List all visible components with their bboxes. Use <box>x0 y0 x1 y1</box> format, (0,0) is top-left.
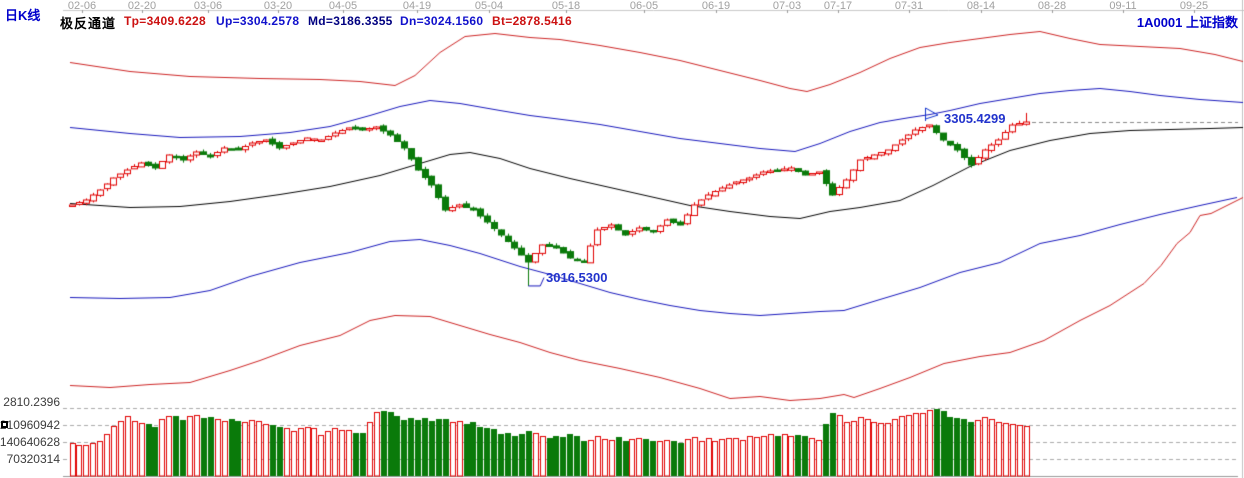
low-price-annotation: 3016.5300 <box>546 270 608 285</box>
x-axis-date-label: 06-19 <box>701 0 731 12</box>
symbol-name-label: 1A0001 上证指数 <box>1136 15 1238 30</box>
volume-axis-label: 70320314 <box>6 452 60 466</box>
x-axis-date-label: 09-25 <box>1179 0 1209 12</box>
indicator-value-label: Dn=3024.1560 <box>400 14 484 28</box>
indicator-value-label: Md=3186.3355 <box>308 14 393 28</box>
x-axis-date-label: 04-19 <box>402 0 432 12</box>
x-axis-date-label: 07-17 <box>823 0 853 12</box>
volume-axis-label: 140640628 <box>0 435 60 449</box>
x-axis-date-label: 02-06 <box>67 0 97 12</box>
indicator-name-label: 极反通道 <box>60 16 117 31</box>
volume-axis-label: 210960942 <box>0 418 60 432</box>
x-axis-date-label: 04-05 <box>328 0 358 12</box>
x-axis-date-label: 03-06 <box>193 0 223 12</box>
indicator-value-label: Up=3304.2578 <box>216 14 300 28</box>
indicator-value-label: Tp=3409.6228 <box>124 14 206 28</box>
x-axis-date-label: 07-31 <box>894 0 924 12</box>
x-axis-date-label: 07-03 <box>772 0 802 12</box>
indicator-value-label: Bt=2878.5416 <box>492 14 572 28</box>
period-label: 日K线 <box>5 8 41 23</box>
x-axis-date-label: 05-04 <box>474 0 504 12</box>
x-axis-date-label: 08-14 <box>966 0 996 12</box>
last-price-annotation: 3305.4299 <box>944 111 1006 126</box>
x-axis-date-label: 06-05 <box>629 0 659 12</box>
x-axis-date-label: 08-28 <box>1037 0 1067 12</box>
volume-pane-marker-icon[interactable] <box>1 421 8 428</box>
x-axis-date-label: 09-11 <box>1109 0 1137 12</box>
x-axis-date-label: 05-18 <box>551 0 581 12</box>
x-axis-date-label: 02-20 <box>127 0 157 12</box>
x-axis-date-label: 03-20 <box>263 0 293 12</box>
price-scale-low-label: 2810.2396 <box>3 395 60 409</box>
